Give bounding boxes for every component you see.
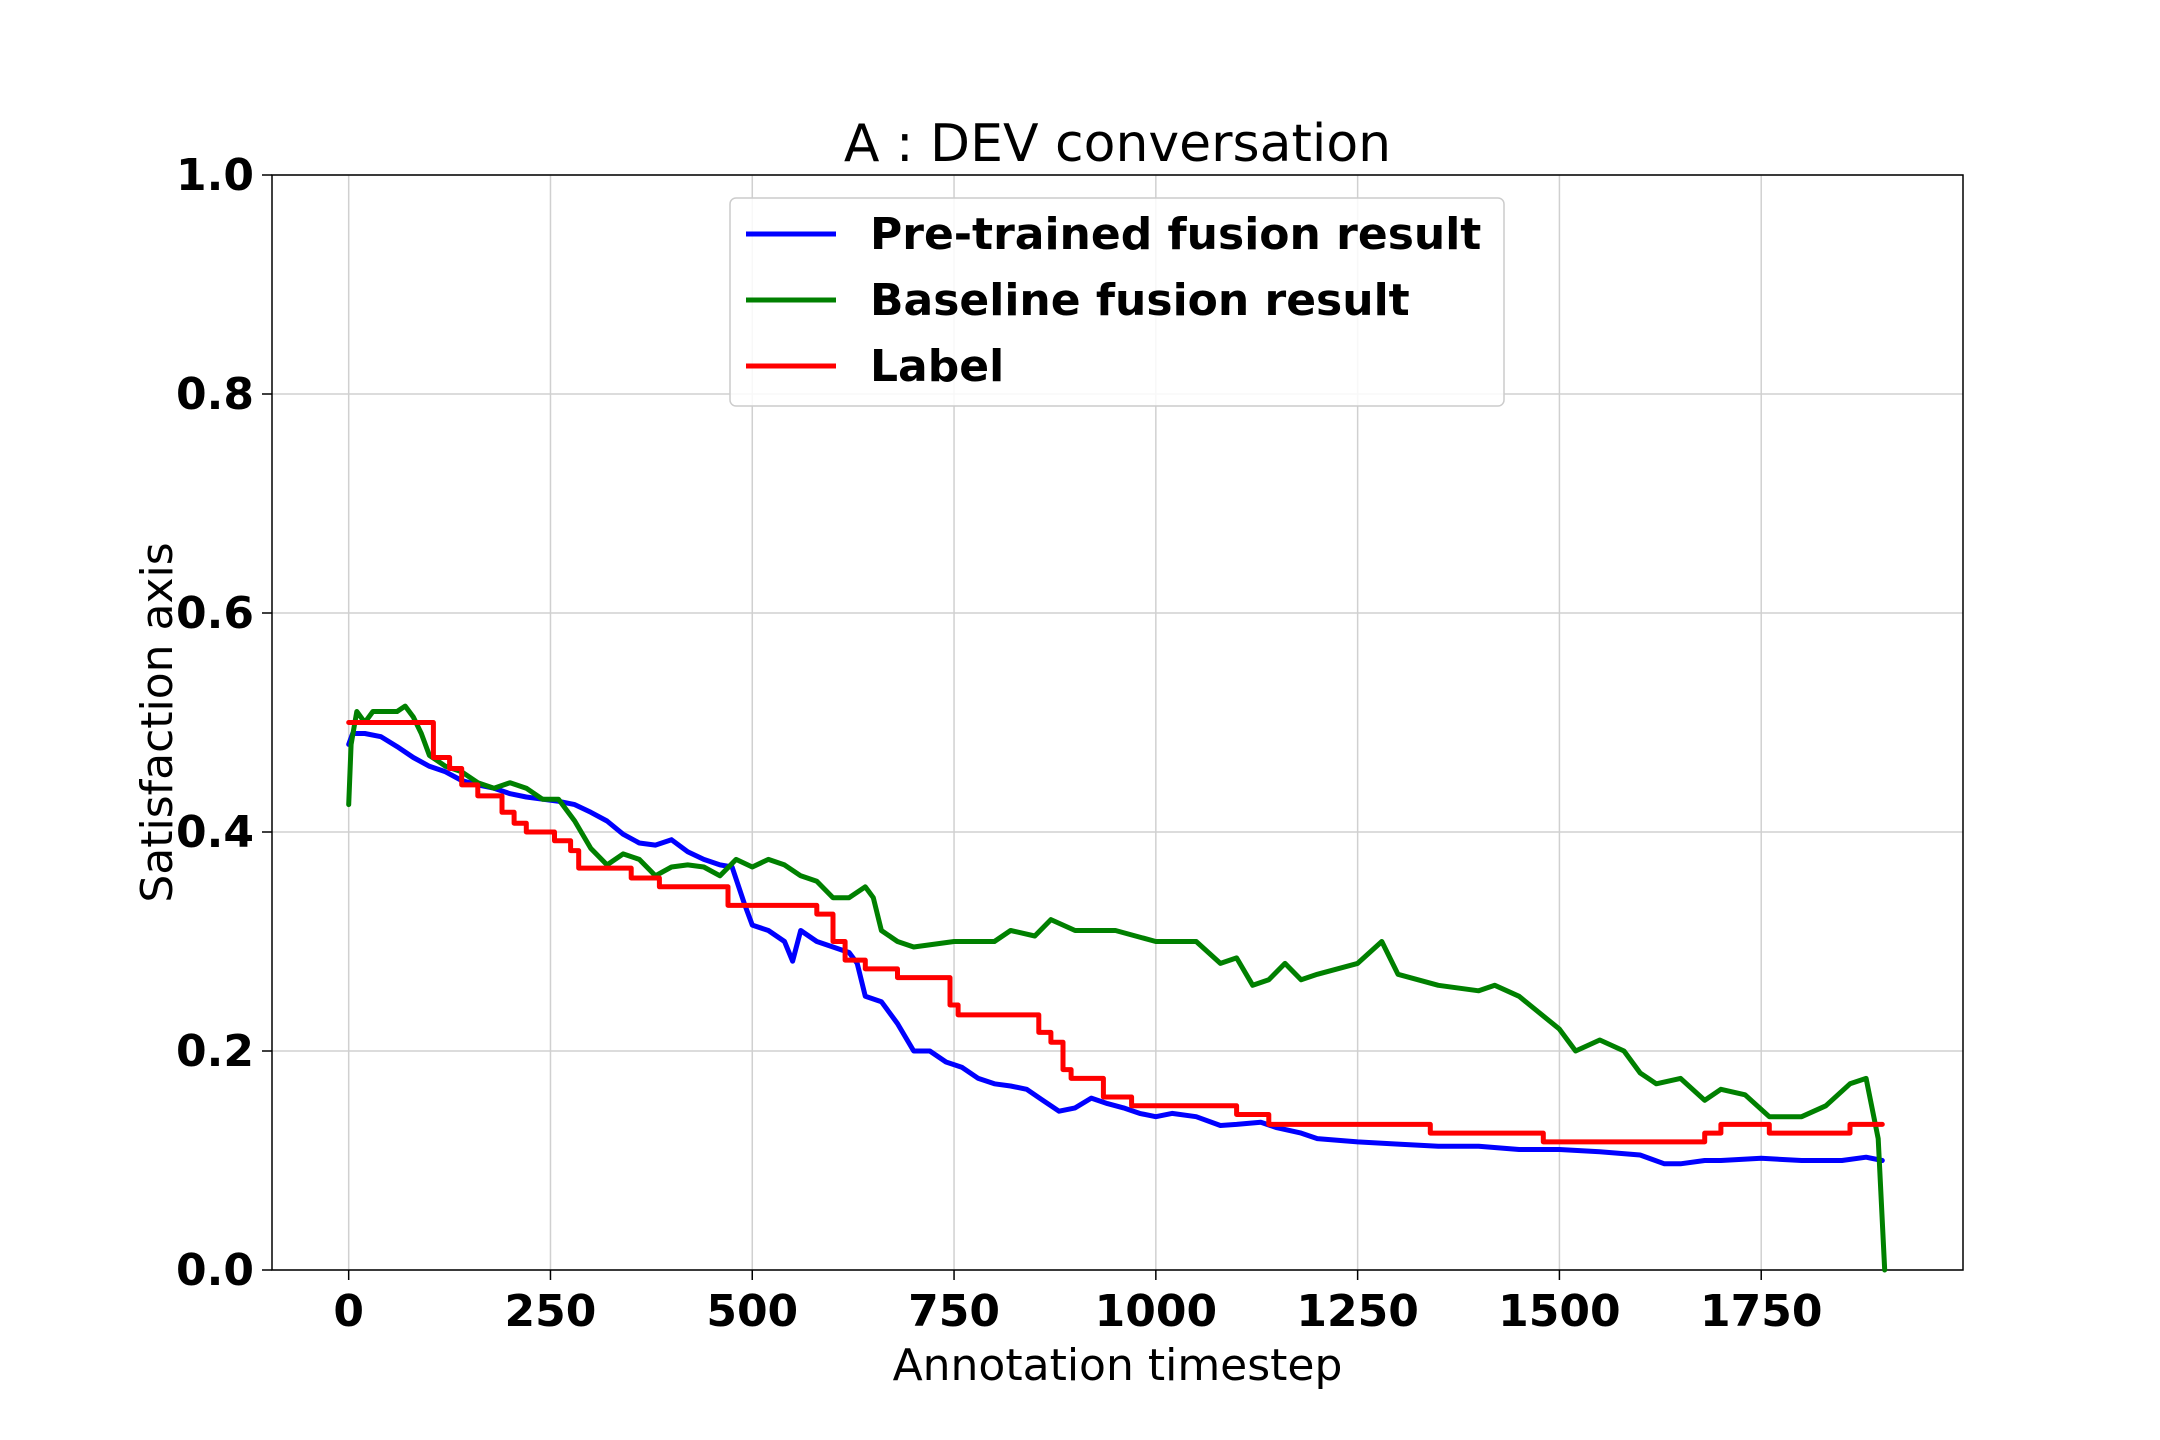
x-tick-label-0: 0 xyxy=(333,1286,364,1337)
x-tick-label-2: 500 xyxy=(706,1286,798,1337)
y-tick-label-2: 0.4 xyxy=(176,807,254,858)
legend-label-2: Label xyxy=(870,341,1004,392)
y-axis-label: Satisfaction axis xyxy=(132,542,183,902)
legend-label-0: Pre-trained fusion result xyxy=(870,209,1481,260)
x-tick-label-5: 1250 xyxy=(1296,1286,1418,1337)
y-tick-label-1: 0.2 xyxy=(176,1026,254,1077)
x-tick-label-3: 750 xyxy=(908,1286,1000,1337)
series-line-1 xyxy=(346,703,1888,1273)
series-line-2 xyxy=(346,720,1885,1145)
x-tick-label-7: 1750 xyxy=(1700,1286,1822,1337)
legend-box xyxy=(729,197,1505,407)
y-tick-label-5: 1.0 xyxy=(176,150,254,201)
chart-title: A : DEV conversation xyxy=(844,114,1391,174)
series-lines xyxy=(346,703,1888,1273)
axis-ticks: 0 250 500 750 1000 1250 1500 1750 0.0 0.2 0.4 0.6 0.… xyxy=(176,150,1822,1337)
x-tick-label-6: 1500 xyxy=(1498,1286,1620,1337)
x-axis-label: Annotation timestep xyxy=(893,1340,1343,1391)
y-tick-label-4: 0.8 xyxy=(176,369,254,420)
y-tick-label-0: 0.0 xyxy=(176,1245,254,1296)
x-tick-label-1: 250 xyxy=(505,1286,597,1337)
plot-area-frame xyxy=(271,174,1964,1271)
x-tick-label-4: 1000 xyxy=(1095,1286,1217,1337)
legend: Pre-trained fusion result Baseline fusion… xyxy=(729,197,1505,407)
legend-label-1: Baseline fusion result xyxy=(870,275,1410,326)
y-tick-label-3: 0.6 xyxy=(176,588,254,639)
